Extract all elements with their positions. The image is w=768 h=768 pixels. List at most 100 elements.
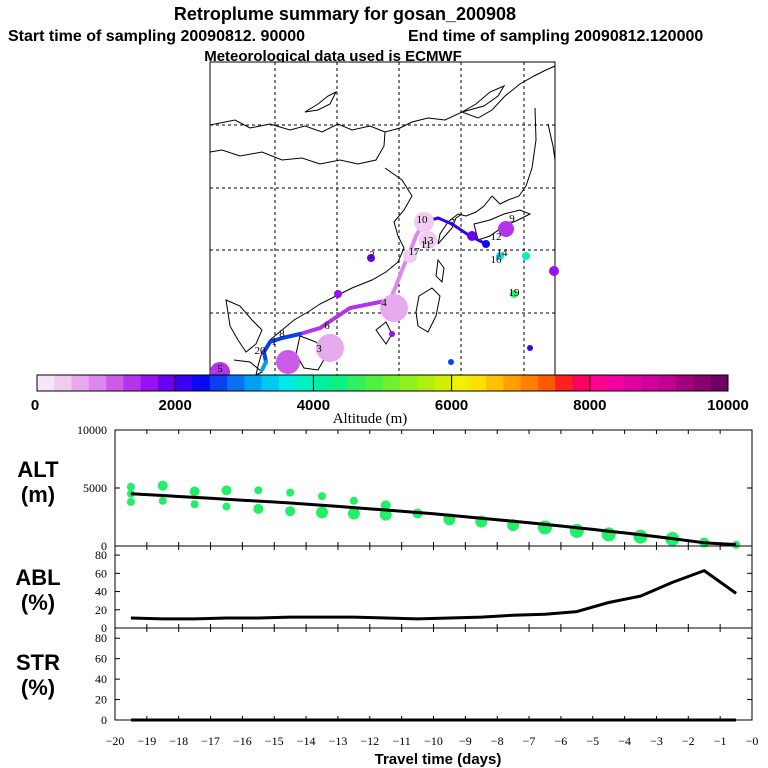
x-tick-label: −5 — [586, 734, 599, 748]
x-tick-label: −11 — [392, 734, 410, 748]
x-tick-label: −18 — [169, 734, 188, 748]
y-tick-label: 80 — [95, 631, 107, 645]
altitude-marker — [347, 507, 360, 520]
plume-bubbles — [210, 212, 559, 382]
plume-day-label: 11 — [421, 239, 432, 251]
plume-bubble — [467, 231, 477, 241]
altitude-marker — [190, 500, 199, 509]
altitude-marker — [189, 486, 200, 497]
colorbar-cell — [278, 375, 297, 391]
altitude-marker — [254, 486, 263, 495]
y-tick-label: 5000 — [83, 481, 107, 495]
plume-day-label: 3 — [316, 343, 322, 355]
colorbar-cell — [468, 375, 487, 391]
colorbar-cell — [244, 375, 263, 391]
altitude-marker — [126, 497, 135, 506]
x-tick-label: −4 — [618, 734, 631, 748]
panel-ylabel: ALT — [17, 457, 59, 482]
plume-bubble — [380, 294, 408, 322]
colorbar-cell — [261, 375, 280, 391]
colorbar-cell — [382, 375, 401, 391]
altitude-marker — [286, 488, 295, 497]
altitude-marker — [222, 502, 231, 511]
x-tick-label: −14 — [297, 734, 316, 748]
panel-ylabel-unit: (%) — [21, 590, 55, 615]
x-axis: −20 −19 −18 −17 −16 −15 −14 −13 −12 −11 −10 −9 −8 −7 −… — [106, 734, 759, 768]
colorbar-tick-label: 6000 — [435, 397, 468, 414]
plume-day-label: 12 — [491, 231, 502, 243]
plume-day-label: 2 — [369, 249, 375, 261]
alt-panel: ALT(m) 10000 5000 0 — [17, 423, 753, 553]
x-tick-label: −6 — [555, 734, 568, 748]
colorbar-cell — [658, 375, 677, 391]
plume-day-label: 7 — [449, 217, 455, 229]
y-tick-label: 40 — [95, 672, 107, 686]
plume-day-label: 14 — [497, 247, 509, 259]
colorbar-cell — [417, 375, 435, 391]
plume-bubble — [334, 290, 342, 298]
time-series-panels: ALT(m)1000050000ABL(%)806040200STR(%)806… — [15, 423, 753, 727]
colorbar-cell — [365, 375, 383, 391]
colorbar-cell — [192, 375, 211, 391]
altitude-marker — [318, 492, 327, 501]
y-tick-label: 0 — [101, 539, 107, 553]
panel-ylabel-unit: (m) — [21, 482, 55, 507]
x-tick-label: −12 — [360, 734, 379, 748]
plume-day-label: 4 — [381, 297, 387, 309]
colorbar-cell — [434, 375, 453, 391]
map-frame — [209, 61, 556, 376]
panel-ylabel: STR — [16, 650, 60, 675]
x-tick-label: −10 — [424, 734, 443, 748]
colorbar-tick-label: 2000 — [159, 397, 192, 414]
end-time-label: End time of sampling 20090812.120000 — [408, 28, 703, 45]
plume-day-label: 8 — [279, 328, 285, 340]
x-tick-label: −1 — [714, 734, 727, 748]
colorbar-cell — [451, 375, 470, 391]
plume-bubble — [549, 266, 559, 276]
y-tick-label: 10000 — [77, 423, 107, 437]
y-tick-label: 0 — [101, 713, 107, 727]
x-tick-label: −7 — [523, 734, 536, 748]
figure-title: Retroplume summary for gosan_200908 — [174, 4, 516, 24]
colorbar-cell — [157, 375, 176, 391]
colorbar-cell — [54, 375, 73, 391]
series-line — [130, 569, 737, 621]
plume-bubble — [419, 231, 437, 249]
colorbar-cell — [330, 375, 349, 391]
altitude-marker — [158, 496, 167, 505]
y-tick-label: 0 — [101, 621, 107, 635]
colorbar-tick-label: 10000 — [707, 397, 749, 414]
plume-day-label: 10 — [417, 214, 429, 226]
plume-day-label: 17 — [409, 246, 421, 258]
plume-bubble — [527, 345, 533, 351]
colorbar-cell — [313, 375, 332, 391]
colorbar-cell — [296, 375, 314, 391]
plume-day-label: 19 — [509, 287, 521, 299]
plume-bubble — [276, 350, 300, 374]
plume-bubble — [367, 254, 375, 262]
y-tick-label: 80 — [95, 548, 107, 562]
colorbar-cell — [71, 375, 90, 391]
colorbar-cell — [140, 375, 159, 391]
altitude-marker — [285, 506, 296, 517]
x-axis-label: Travel time (days) — [375, 751, 502, 768]
plume-bubble — [498, 221, 514, 237]
altitude-colorbar: 0 2000 4000 6000 8000 10000 Altitude (m) — [31, 374, 749, 427]
altitude-marker — [380, 500, 391, 511]
panel-frame — [114, 429, 753, 547]
x-tick-label: −0 — [746, 734, 759, 748]
plume-day-label: 13 — [423, 235, 435, 247]
plume-bubble — [316, 334, 344, 362]
colorbar-cell — [710, 375, 729, 391]
plume-day-label: 9 — [509, 213, 515, 225]
colorbar-cell — [676, 375, 694, 391]
x-tick-label: −8 — [491, 734, 504, 748]
y-tick-label: 60 — [95, 566, 107, 580]
colorbar-cell — [88, 375, 107, 391]
altitude-marker — [157, 480, 168, 491]
panel-ylabel: ABL — [15, 565, 60, 590]
x-tick-label: −2 — [682, 734, 695, 748]
colorbar-cell — [572, 375, 591, 391]
